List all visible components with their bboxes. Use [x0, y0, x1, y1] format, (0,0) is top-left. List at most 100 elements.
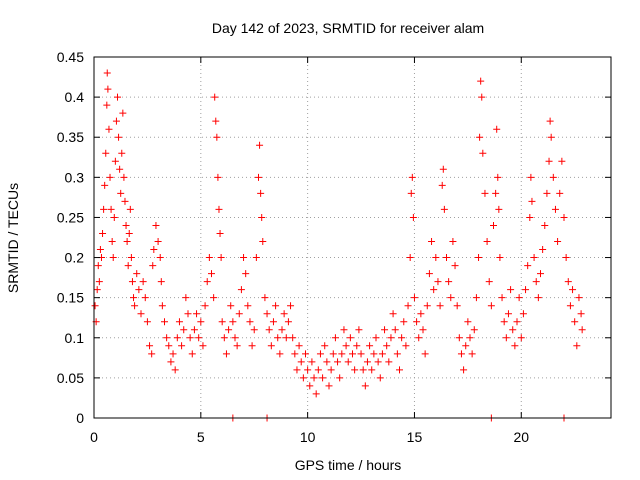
data-point: [233, 342, 241, 350]
data-point: [447, 294, 455, 302]
data-point: [121, 197, 129, 205]
data-point: [150, 246, 158, 254]
data-point: [355, 326, 363, 334]
data-point: [483, 238, 491, 246]
data-point: [417, 310, 425, 318]
data-point: [195, 334, 203, 342]
data-point: [295, 342, 303, 350]
data-point: [524, 262, 532, 270]
data-point: [573, 342, 581, 350]
data-point: [496, 254, 504, 262]
data-point: [340, 326, 348, 334]
data-point: [169, 350, 177, 358]
data-point: [272, 302, 280, 310]
data-point: [107, 205, 115, 213]
data-point: [227, 302, 235, 310]
data-point: [137, 310, 145, 318]
data-point: [389, 310, 397, 318]
data-point: [280, 310, 288, 318]
data-point: [423, 302, 431, 310]
data-point: [428, 238, 436, 246]
data-point: [466, 334, 474, 342]
data-point: [331, 334, 339, 342]
data-point: [201, 302, 209, 310]
data-point: [438, 181, 446, 189]
data-point: [278, 326, 286, 334]
y-tick-label: 0.25: [57, 209, 84, 225]
data-point: [398, 334, 406, 342]
data-point: [299, 374, 307, 382]
data-point: [289, 334, 297, 342]
data-point: [203, 278, 211, 286]
data-point: [408, 173, 416, 181]
data-point: [402, 342, 410, 350]
data-point: [507, 286, 515, 294]
data-point: [439, 165, 447, 173]
data-point: [537, 270, 544, 278]
data-point: [419, 326, 427, 334]
data-point: [276, 350, 284, 358]
data-point: [370, 350, 378, 358]
data-point: [108, 238, 116, 246]
data-point: [208, 270, 215, 278]
data-point: [312, 390, 320, 398]
data-point: [368, 366, 376, 374]
data-point: [449, 238, 457, 246]
x-tick-label: 20: [513, 429, 529, 445]
data-point: [114, 93, 121, 101]
data-point: [213, 133, 221, 141]
data-point: [475, 254, 483, 262]
data-point: [547, 133, 555, 141]
data-point: [252, 254, 260, 262]
data-point: [124, 262, 132, 270]
data-point: [478, 93, 486, 101]
data-point: [95, 278, 103, 286]
data-point: [528, 197, 536, 205]
data-point: [180, 326, 188, 334]
data-point: [119, 109, 127, 117]
data-point: [173, 334, 181, 342]
data-point: [93, 286, 101, 294]
data-point: [319, 374, 327, 382]
data-point: [190, 326, 198, 334]
data-point: [376, 374, 384, 382]
data-point: [120, 173, 128, 181]
y-tick-labels: 0 0.05 0.1 0.15 0.2 0.25 0.3 0.35 0.4 0.45: [57, 49, 84, 426]
data-point: [167, 358, 175, 366]
data-point: [123, 238, 131, 246]
data-point: [225, 326, 233, 334]
data-point: [511, 342, 519, 350]
data-point: [445, 278, 453, 286]
data-point: [165, 342, 173, 350]
data-point: [256, 141, 264, 149]
data-point: [146, 342, 154, 350]
data-point: [188, 350, 196, 358]
x-tick-label: 15: [407, 429, 423, 445]
data-point: [111, 157, 119, 165]
x-tick-label: 10: [300, 429, 316, 445]
data-point: [316, 350, 324, 358]
data-point: [126, 205, 134, 213]
data-point: [110, 213, 118, 221]
data-point: [575, 294, 583, 302]
data-point: [470, 326, 478, 334]
data-point: [378, 350, 386, 358]
data-point: [526, 213, 534, 221]
data-point: [400, 318, 408, 326]
data-point: [558, 157, 566, 165]
data-point: [212, 117, 220, 125]
data-point: [104, 85, 112, 93]
data-point: [546, 117, 554, 125]
data-point: [434, 278, 442, 286]
data-point: [366, 342, 374, 350]
data-point: [451, 262, 459, 270]
data-point: [193, 310, 201, 318]
data-point: [184, 310, 192, 318]
data-point: [560, 213, 568, 221]
data-point: [532, 278, 540, 286]
data-point: [112, 117, 120, 125]
data-point: [481, 189, 489, 197]
data-point: [494, 173, 502, 181]
data-point: [235, 310, 243, 318]
